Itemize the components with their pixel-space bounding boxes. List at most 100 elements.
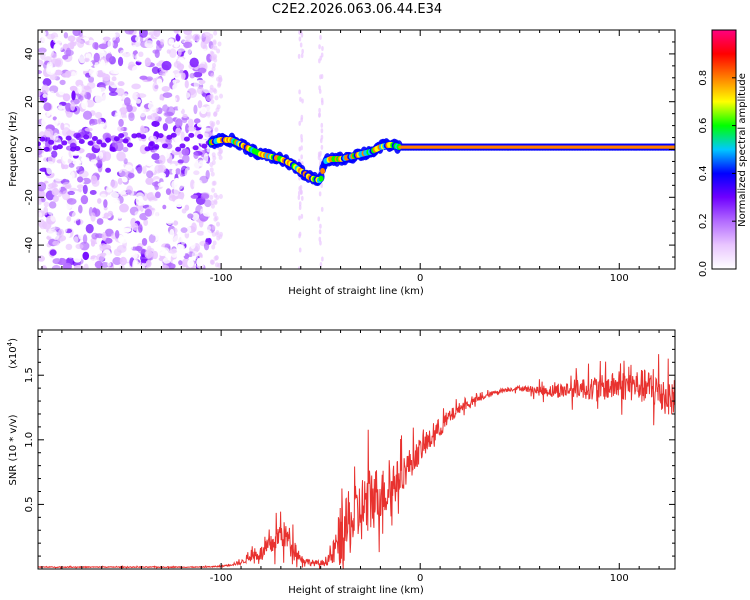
spectrogram-noise-cell bbox=[118, 168, 129, 178]
spectrogram-streak-cell bbox=[298, 204, 302, 210]
spectrogram-noise-cell bbox=[66, 216, 72, 223]
spectrogram-baseline-cell bbox=[65, 135, 72, 141]
spectrogram-noise-cell bbox=[187, 213, 194, 219]
spectrogram-noise-cell bbox=[158, 172, 167, 179]
spectrogram-noise-cell bbox=[155, 215, 162, 224]
spectrogram-noise-cell bbox=[132, 261, 141, 269]
colorbar-tick-label: 0.8 bbox=[698, 70, 709, 86]
spectrogram-noise-cell bbox=[77, 84, 83, 94]
spectrogram-ridge-core bbox=[672, 145, 675, 149]
spectrogram-noise-cell bbox=[173, 235, 182, 244]
snr-ticks: -100 0 100 0.5 1.0 1.5 bbox=[24, 330, 675, 584]
spectrogram-noise-cell bbox=[39, 190, 46, 199]
spectrogram-noise-cell bbox=[95, 111, 103, 119]
spectrogram-noise-cell bbox=[198, 63, 206, 70]
spectrogram-noise-cell bbox=[38, 249, 47, 254]
spectrogram-noise-cell bbox=[119, 256, 127, 266]
spectrogram-noise-cell bbox=[116, 151, 126, 162]
spectrogram-streak-cell bbox=[320, 128, 324, 134]
spectrogram-noise-cell bbox=[211, 62, 216, 68]
spectrogram-noise-cell bbox=[86, 61, 94, 67]
spectrogram-noise-cell bbox=[69, 126, 78, 132]
spectrogram-noise-cell bbox=[193, 71, 203, 78]
spectrogram-noise-cell bbox=[43, 206, 49, 216]
spectrogram-noise-cell bbox=[196, 159, 206, 164]
spectrogram-noise-cell bbox=[105, 53, 113, 62]
spectrogram-noise-cell bbox=[144, 208, 152, 217]
spectrogram-noise-cell bbox=[204, 251, 210, 257]
spectrogram-noise-cell bbox=[145, 177, 154, 185]
spectrogram-streak-cell bbox=[320, 122, 324, 128]
spectrogram-streak-cell bbox=[320, 144, 324, 150]
spectrogram-noise-cell bbox=[180, 227, 188, 234]
spectrogram-noise-cell bbox=[38, 181, 47, 192]
spectrogram-noise-cell bbox=[211, 225, 216, 231]
spectrogram-noise-cell bbox=[215, 120, 220, 126]
spectrogram-streak-cell bbox=[298, 36, 302, 42]
spectrogram-noise-cell bbox=[190, 241, 196, 250]
spectrogram-noise-cell bbox=[75, 79, 84, 87]
spectrogram-noise-cell bbox=[90, 175, 98, 185]
spectrogram-noise-cell bbox=[84, 215, 90, 225]
spectrogram-noise-cell bbox=[105, 161, 114, 166]
spectrogram-noise-cell bbox=[191, 251, 199, 260]
spectrogram-baseline-cell bbox=[175, 146, 182, 152]
spectrogram-noise-cell bbox=[85, 99, 95, 108]
spectrogram-noise-cell bbox=[99, 252, 107, 257]
spectrogram-noise-cell bbox=[111, 76, 117, 82]
spectrogram-noise-cell bbox=[209, 167, 214, 173]
spectrogram-streak-cell bbox=[319, 74, 322, 80]
spectrogram-streak-cell bbox=[298, 247, 302, 253]
spectrogram-noise-cell bbox=[158, 154, 166, 165]
spectrogram-noise-cell bbox=[82, 251, 90, 261]
spectrogram-noise-cell bbox=[38, 124, 44, 130]
spectrogram-noise-cell bbox=[67, 190, 75, 196]
spectrogram-noise-cell bbox=[64, 184, 72, 189]
spectrogram-noise-cell bbox=[193, 170, 200, 176]
spectrogram-noise-cell bbox=[164, 230, 170, 239]
spectrogram-noise-cell bbox=[42, 93, 47, 99]
spectrogram-noise-cell bbox=[191, 222, 197, 233]
spectrogram-noise-cell bbox=[148, 233, 156, 244]
spectrogram-noise-cell bbox=[217, 41, 222, 47]
spectrogram-noise-cell bbox=[52, 36, 63, 44]
spectrogram-noise-cell bbox=[174, 198, 184, 208]
colorbar-tick-label: 0.6 bbox=[698, 118, 709, 134]
spectrogram-noise-cell bbox=[210, 259, 215, 265]
spectrogram-noise-cell bbox=[78, 95, 84, 101]
spectrogram-noise-cell bbox=[212, 211, 217, 217]
spectrogram-noise-cell bbox=[131, 83, 141, 90]
spectrogram-noise-cell bbox=[119, 264, 125, 269]
spectrogram-noise-cell bbox=[141, 262, 147, 267]
snr-multiplier-exponent: 4 bbox=[6, 341, 14, 346]
spectrogram-noise-cell bbox=[188, 88, 198, 99]
spectrogram-noise-cell bbox=[90, 212, 96, 222]
spectrogram-noise-cell bbox=[159, 251, 168, 257]
spectrogram-streak-cell bbox=[298, 30, 301, 35]
spectrogram-noise-cell bbox=[213, 192, 218, 198]
spectrogram-noise-cell bbox=[196, 257, 205, 267]
spectrogram-streak-cell bbox=[299, 185, 303, 191]
spectrogram-noise-cell bbox=[107, 39, 114, 49]
spectrogram-noise-cell bbox=[187, 111, 193, 117]
spectrogram-noise-cell bbox=[191, 212, 200, 221]
spectrogram-noise-cell bbox=[210, 171, 215, 177]
x-tick-label: 100 bbox=[610, 273, 629, 284]
spectrogram-noise-cell bbox=[172, 83, 181, 92]
spectrogram-streak-cell bbox=[300, 189, 303, 195]
spectrogram-noise-cell bbox=[49, 90, 55, 97]
spectrogram-noise-cell bbox=[193, 181, 202, 190]
spectrogram-noise-cell bbox=[185, 47, 192, 55]
spectrogram-noise-cell bbox=[40, 51, 46, 61]
spectrogram-noise-cell bbox=[203, 258, 211, 264]
spectrogram-noise-cell bbox=[219, 93, 224, 99]
y-tick-label: -40 bbox=[24, 237, 35, 253]
spectrogram-noise-cell bbox=[68, 222, 78, 228]
spectrogram-noise-cell bbox=[203, 242, 210, 251]
spectrogram-noise-cell bbox=[42, 78, 52, 87]
spectrogram-noise-cell bbox=[97, 198, 102, 204]
spectrogram-streak-cell bbox=[318, 236, 322, 242]
spectrogram-streak-cell bbox=[297, 53, 301, 59]
spectrogram-noise-cell bbox=[151, 120, 160, 127]
spectrogram-noise-cell bbox=[38, 262, 42, 268]
